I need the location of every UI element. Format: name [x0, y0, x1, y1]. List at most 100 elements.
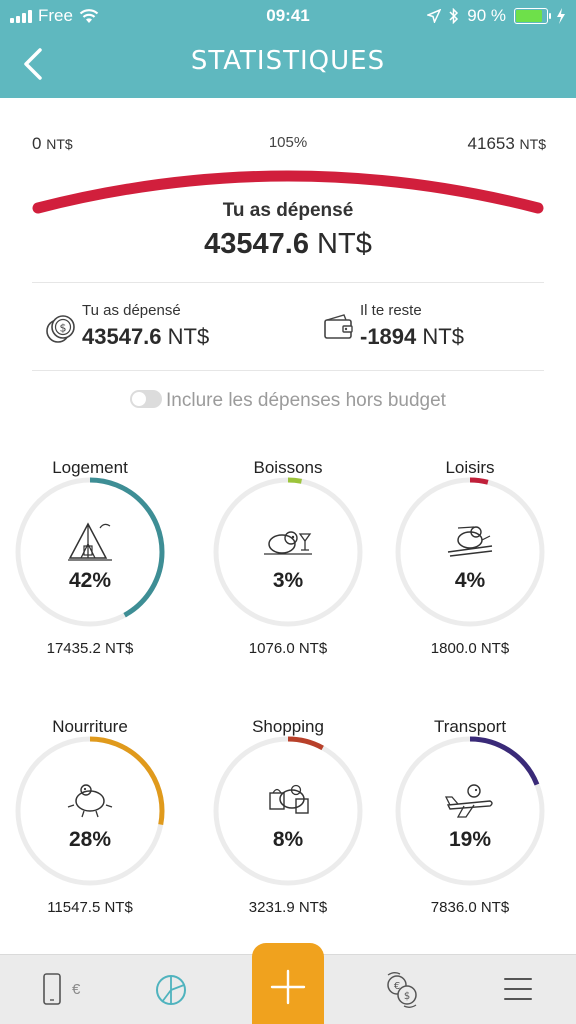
coins-icon: $ — [46, 315, 75, 343]
category-progress-ring — [15, 736, 165, 886]
category-name: Shopping — [252, 717, 324, 736]
category-percent: 42% — [68, 569, 112, 592]
wifi-icon — [79, 9, 99, 23]
svg-text:$: $ — [60, 322, 67, 335]
plane-icon — [444, 784, 493, 818]
category-progress-ring — [213, 477, 363, 627]
carrier-label: Free — [38, 6, 73, 25]
category-amount: 11547.5 NT$ — [47, 899, 133, 916]
summary-spent-amount: 43547.6 — [82, 324, 162, 349]
gauge-min-unit: NT$ — [46, 136, 73, 152]
category-progress-ring — [395, 477, 545, 627]
category-progress-ring — [213, 736, 363, 886]
include-offbudget-row: Inclure les dépenses hors budget — [0, 389, 576, 412]
nav-statistics[interactable] — [132, 955, 212, 1024]
category-amount: 3231.9 NT$ — [248, 899, 328, 916]
status-right: 90 % — [427, 6, 566, 26]
divider — [32, 282, 544, 283]
summary-spent: $ Tu as dépensé 43547.6 NT$ — [44, 300, 264, 360]
wallet-icon — [324, 314, 353, 339]
gauge-spent-unit: NT$ — [317, 228, 372, 260]
divider — [32, 370, 544, 371]
status-left: Free — [10, 6, 99, 26]
app-header: Free 09:41 90 % STATISTIQUES — [0, 0, 576, 98]
category-name: Nourriture — [52, 717, 128, 736]
gauge-max-value: 41653 — [467, 134, 515, 153]
clock: 09:41 — [266, 6, 310, 25]
category-ring-fill — [15, 477, 165, 627]
category-amount: 17435.2 NT$ — [46, 640, 134, 657]
bottom-nav: € € $ — [0, 943, 576, 1024]
category-transport[interactable]: Transport 19% 7836.0 NT$ — [380, 717, 560, 947]
category-percent: 3% — [272, 569, 304, 592]
svg-text:€: € — [394, 981, 400, 992]
drink-icon — [264, 531, 312, 555]
gauge-max: 41653 NT$ — [468, 134, 546, 154]
add-button[interactable] — [252, 943, 324, 1024]
nav-accounts[interactable]: € — [22, 955, 102, 1024]
gauge-spent-label: Tu as dépensé — [222, 200, 354, 221]
back-button[interactable] — [16, 42, 56, 86]
category-percent: 4% — [454, 569, 486, 592]
category-ring-fill — [213, 736, 363, 886]
phone-euro-icon — [43, 973, 61, 1005]
ski-icon — [447, 526, 493, 557]
battery-percent: 90 % — [467, 6, 506, 25]
chevron-left-icon — [24, 48, 42, 80]
category-name: Loisirs — [445, 458, 495, 477]
category-percent: 28% — [68, 828, 112, 851]
charging-icon — [557, 8, 565, 24]
category-ring-fill — [395, 736, 545, 886]
category-percent: 8% — [272, 828, 304, 851]
status-bar: Free 09:41 90 % — [0, 0, 576, 34]
page-title: STATISTIQUES — [190, 46, 386, 76]
euro-label: € — [72, 981, 81, 998]
location-icon — [427, 9, 442, 23]
category-boissons[interactable]: Boissons 3% 1076.0 NT$ — [198, 458, 378, 688]
summary-remaining: Il te reste -1894 NT$ — [322, 300, 542, 360]
summary-remaining-label: Il te reste — [360, 302, 422, 319]
gauge-arc — [32, 170, 544, 214]
category-amount: 1076.0 NT$ — [248, 640, 328, 657]
gauge-spent-amount: 43547.6 — [204, 228, 309, 260]
summary-remaining-value: -1894 NT$ — [360, 324, 464, 350]
add-icon — [270, 969, 306, 1005]
bluetooth-icon — [449, 8, 459, 24]
nav-currency[interactable]: € $ — [362, 955, 442, 1024]
summary-remaining-amount: -1894 — [360, 324, 417, 349]
summary-spent-label: Tu as dépensé — [82, 302, 181, 319]
category-ring-fill — [395, 477, 545, 627]
category-ring-fill — [15, 736, 165, 886]
shopping-icon — [269, 784, 309, 814]
gauge-min: 0 NT$ — [32, 134, 73, 154]
currency-exchange-icon: € $ — [387, 972, 417, 1008]
svg-text:$: $ — [404, 991, 410, 1002]
gauge-max-unit: NT$ — [519, 136, 546, 152]
include-offbudget-toggle[interactable] — [130, 389, 163, 408]
category-logement[interactable]: Logement 42% 17435.2 NT$ — [0, 458, 180, 688]
category-amount: 7836.0 NT$ — [430, 899, 510, 916]
category-name: Boissons — [253, 458, 323, 477]
include-offbudget-label: Inclure les dépenses hors budget — [166, 390, 446, 411]
category-progress-ring — [15, 477, 165, 627]
stats-icon — [156, 975, 186, 1005]
signal-icon — [10, 9, 32, 23]
gauge-spent-value: 43547.6 NT$ — [0, 228, 576, 261]
category-loisirs[interactable]: Loisirs 4% 1800.0 NT$ — [380, 458, 560, 688]
gauge-percent: 105% — [268, 134, 308, 151]
category-percent: 19% — [448, 828, 492, 851]
category-progress-ring — [395, 736, 545, 886]
menu-icon — [504, 978, 532, 1000]
category-name: Transport — [433, 717, 507, 736]
category-nourriture[interactable]: Nourriture 28% 11547.5 NT$ — [0, 717, 180, 947]
nav-menu[interactable] — [478, 955, 558, 1024]
category-ring-fill — [213, 477, 363, 627]
category-name: Logement — [52, 458, 128, 477]
summary-spent-value: 43547.6 NT$ — [82, 324, 209, 350]
budget-gauge — [32, 170, 544, 214]
food-icon — [67, 784, 113, 818]
battery-icon — [514, 8, 551, 24]
category-shopping[interactable]: Shopping 8% 3231.9 NT$ — [198, 717, 378, 947]
gauge-min-value: 0 — [32, 134, 42, 153]
summary-spent-unit: NT$ — [167, 324, 210, 349]
